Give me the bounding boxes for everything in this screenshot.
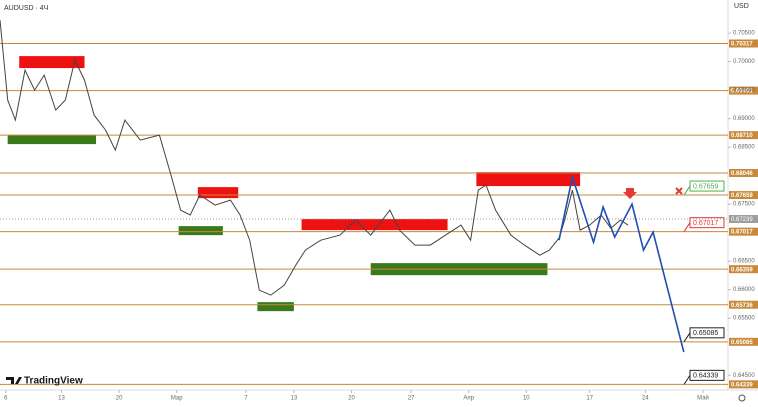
x-tick-label: 17 [586,396,593,402]
zone [19,56,85,69]
level-tag-label: 0.68046 [731,171,753,177]
level-tag [729,227,758,236]
settings-icon[interactable] [738,394,746,402]
currency: USD [734,3,749,10]
x-tick-label: Май [697,395,709,402]
x-tick-label: 13 [291,396,298,402]
level-tag [729,380,758,389]
arrow-marker [623,188,637,199]
level-tag [729,191,758,200]
axis: 0.70500 0.70000 0.69500 0.69000 0.68500 0.675… [4,31,755,402]
level-tag [729,168,758,177]
level-tag [729,39,758,48]
level-tag-label: 0.70317 [731,42,753,48]
logo-icon [6,377,22,384]
series-line [0,20,629,296]
callout-label: 0.65085 [693,330,718,337]
x-tick-label: 27 [408,396,415,402]
last-price-label: 0.67239 [731,217,753,223]
x-tick-label: 13 [58,396,65,402]
callout-box [689,217,725,229]
level-tag [729,131,758,140]
callout-label: 0.67017 [693,220,718,227]
y-tick-label: 0.70500 [733,31,755,37]
callout-leader [683,332,691,343]
last-price-tag [729,215,758,224]
callout-box [689,369,725,381]
zone [7,135,97,145]
x-tick-label: 7 [244,396,248,402]
level-tag [729,337,758,346]
y-tick-label: 0.67500 [733,202,755,208]
x-tick-label: Апр [463,396,474,402]
series-line [558,174,685,353]
y-tick-label: 0.65500 [733,316,755,322]
y-tick-label: 0.69500 [733,88,755,94]
zone [476,172,581,187]
level-tag-label: 0.67659 [731,193,753,199]
callout-box [689,327,725,339]
zones [7,56,581,312]
callout-box [689,180,725,192]
level-tag [729,265,758,274]
callout-leader [683,375,691,385]
x-tick-label: 20 [116,396,123,402]
callout-leader [683,222,691,232]
callout-label: 0.64339 [693,373,718,380]
level-tag [729,86,758,95]
x-tick-label: 24 [642,396,649,402]
x-tick-label: Мар [171,396,183,402]
brand: TradingView [24,376,83,387]
x-tick-label: 20 [348,396,355,402]
level-tag-label: 0.66359 [731,267,753,273]
level-tag-label: 0.69491 [731,89,753,95]
x-tick-label: 6 [4,396,8,402]
y-tick-label: 0.69000 [733,116,755,122]
y-tick-label: 0.68500 [733,145,755,151]
zone [197,187,239,199]
zone [257,302,294,312]
callout-label: 0.67659 [693,183,718,190]
callout-leader [683,185,691,196]
y-tick-label: 0.66500 [733,259,755,265]
lines [0,20,685,353]
y-tick-label: 0.66000 [733,287,755,293]
logo: TradingView [6,376,83,387]
y-tick-label: 0.64500 [733,373,755,379]
level-tag-label: 0.65085 [731,340,753,346]
zone [178,226,223,236]
chart-title: AUDUSD · 4Ч [4,5,49,12]
level-tag-label: 0.67017 [731,230,753,236]
y-tick-label: 0.70000 [733,59,755,65]
level-tag-label: 0.68710 [731,133,753,139]
cross-marker [675,187,683,195]
level-tag [729,300,758,309]
levels: 0.70317 0.69491 0.68710 0.68046 0.67659 0.676… [0,39,758,389]
level-tag-label: 0.65736 [731,303,753,309]
x-tick-label: 10 [523,396,530,402]
zone [301,219,448,231]
level-tag-label: 0.64339 [731,382,753,388]
